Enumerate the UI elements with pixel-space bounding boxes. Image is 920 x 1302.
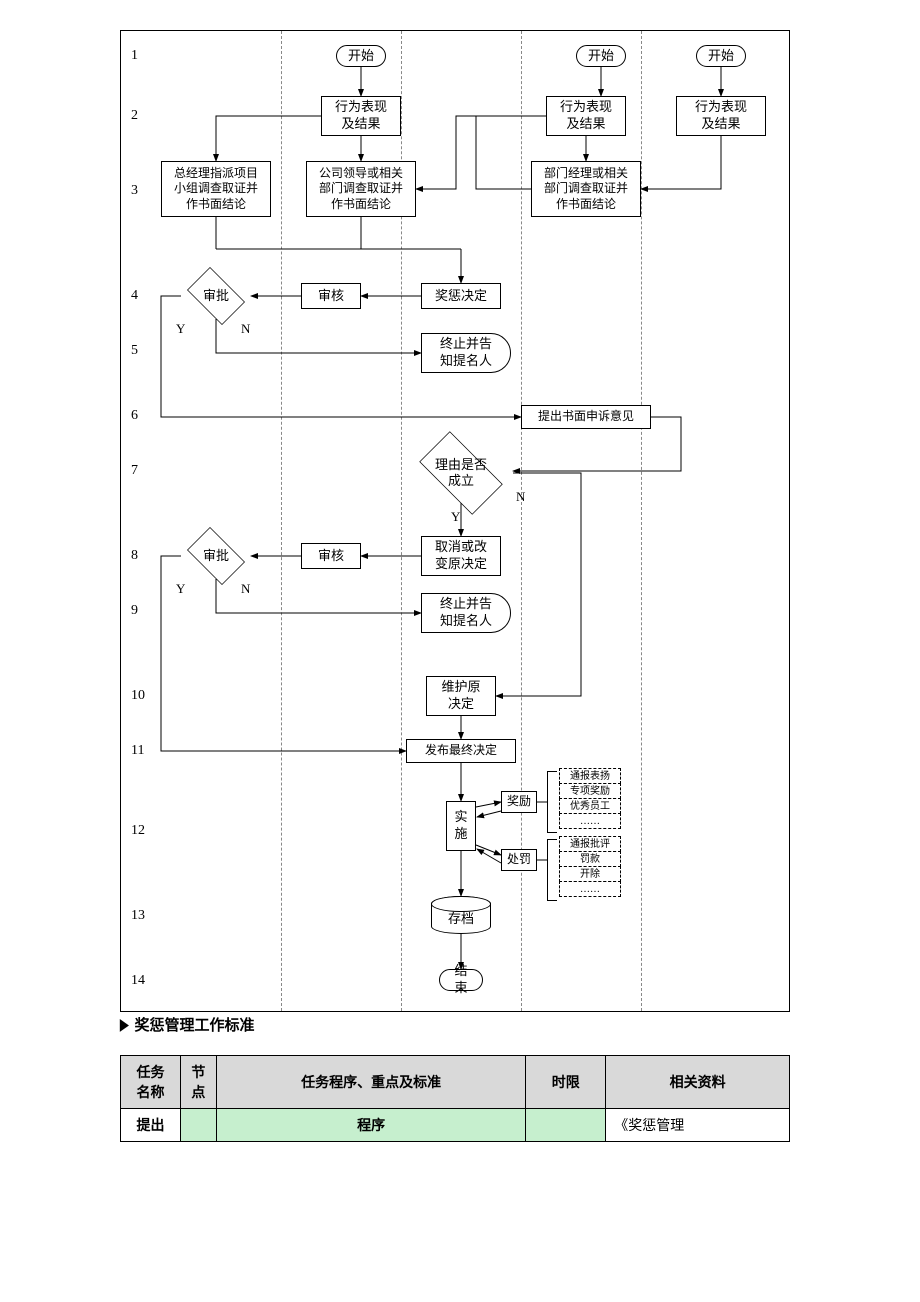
- cancel-change: 取消或改 变原决定: [421, 536, 501, 576]
- punish-item: 开除: [559, 866, 621, 882]
- start-c: 开始: [696, 45, 746, 67]
- row-num-1: 1: [131, 48, 138, 64]
- lbl-y2: Y: [176, 581, 185, 597]
- decision: 奖惩决定: [421, 283, 501, 309]
- row-num-14: 14: [131, 973, 145, 989]
- th-node: 节 点: [180, 1056, 216, 1109]
- reward-bracket: [547, 771, 557, 833]
- section-header: 奖惩管理工作标准: [120, 1014, 790, 1035]
- start-b: 开始: [576, 45, 626, 67]
- lbl-n1: N: [241, 321, 250, 337]
- lbl-n2: N: [241, 581, 250, 597]
- start-a: 开始: [336, 45, 386, 67]
- section-header-text: 奖惩管理工作标准: [134, 1014, 254, 1035]
- reward-label: 奖励: [501, 791, 537, 813]
- cell-task: 提出: [121, 1109, 181, 1142]
- row-num-10: 10: [131, 688, 145, 704]
- behavior-a: 行为表现 及结果: [321, 96, 401, 136]
- th-task-name: 任务 名称: [121, 1056, 181, 1109]
- lbl-n-reason: N: [516, 489, 525, 505]
- investigate-gm: 总经理指派项目 小组调查取证并 作书面结论: [161, 161, 271, 217]
- flowchart-container: 1 2 3 4 5 6 7 8 9 10 11 12 13 14 开始 开始 开…: [120, 30, 790, 1012]
- punish-item: ……: [559, 881, 621, 897]
- row-num-3: 3: [131, 183, 138, 199]
- execute: 实 施: [446, 801, 476, 851]
- row-num-5: 5: [131, 343, 138, 359]
- archive: 存档: [431, 896, 491, 934]
- punish-label: 处罚: [501, 849, 537, 871]
- reward-item: 优秀员工: [559, 798, 621, 814]
- punish-item: 罚款: [559, 851, 621, 867]
- punish-item: 通报批评: [559, 836, 621, 852]
- lbl-y-reason: Y: [451, 509, 460, 525]
- row-num-4: 4: [131, 288, 138, 304]
- punish-bracket: [547, 839, 557, 901]
- investigate-company: 公司领导或相关 部门调查取证并 作书面结论: [306, 161, 416, 217]
- reward-item: ……: [559, 813, 621, 829]
- standards-table: 任务 名称 节 点 任务程序、重点及标准 时限 相关资料 提出 程序 《奖惩管理: [120, 1055, 790, 1142]
- end: 结束: [439, 969, 483, 991]
- cell-node: [180, 1109, 216, 1142]
- row-num-12: 12: [131, 823, 145, 839]
- row-num-2: 2: [131, 108, 138, 124]
- th-timelimit: 时限: [526, 1056, 606, 1109]
- cell-program: 程序: [216, 1109, 525, 1142]
- row-num-13: 13: [131, 908, 145, 924]
- row-num-8: 8: [131, 548, 138, 564]
- row-num-6: 6: [131, 408, 138, 424]
- punish-list: 通报批评 罚款 开除 ……: [559, 837, 621, 897]
- cell-material: 《奖惩管理: [606, 1109, 790, 1142]
- row-num-11: 11: [131, 743, 144, 759]
- lbl-y1: Y: [176, 321, 185, 337]
- keep-decision: 维护原 决定: [426, 676, 496, 716]
- review-1: 审核: [301, 283, 361, 309]
- reward-list: 通报表扬 专项奖励 优秀员工 ……: [559, 769, 621, 829]
- col-divider: [641, 31, 642, 1011]
- reason-valid: 理由是否 成立: [409, 443, 513, 503]
- appeal: 提出书面申诉意见: [521, 405, 651, 429]
- approve-1: 审批: [181, 273, 251, 319]
- table-row: 提出 程序 《奖惩管理: [121, 1109, 790, 1142]
- reward-item: 通报表扬: [559, 768, 621, 784]
- review-2: 审核: [301, 543, 361, 569]
- col-divider: [281, 31, 282, 1011]
- row-num-7: 7: [131, 463, 138, 479]
- approve-2: 审批: [181, 533, 251, 579]
- row-num-9: 9: [131, 603, 138, 619]
- cell-time: [526, 1109, 606, 1142]
- th-material: 相关资料: [606, 1056, 790, 1109]
- publish-final: 发布最终决定: [406, 739, 516, 763]
- behavior-c: 行为表现 及结果: [676, 96, 766, 136]
- behavior-b: 行为表现 及结果: [546, 96, 626, 136]
- investigate-dm: 部门经理或相关 部门调查取证并 作书面结论: [531, 161, 641, 217]
- reward-item: 专项奖励: [559, 783, 621, 799]
- terminate-2: 终止并告 知提名人: [421, 593, 511, 633]
- th-program: 任务程序、重点及标准: [216, 1056, 525, 1109]
- terminate-1: 终止并告 知提名人: [421, 333, 511, 373]
